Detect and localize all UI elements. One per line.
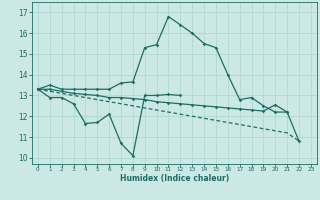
X-axis label: Humidex (Indice chaleur): Humidex (Indice chaleur) — [120, 174, 229, 183]
